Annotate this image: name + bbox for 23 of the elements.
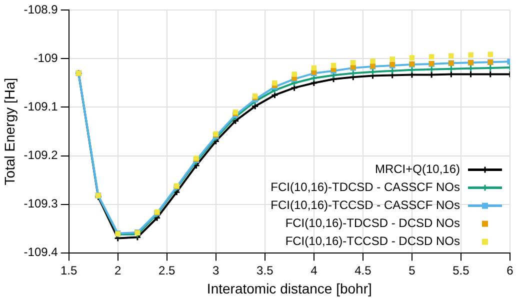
x-tick-label: 6 <box>506 263 514 278</box>
y-tick-label: -109.4 <box>24 245 58 260</box>
x-tick-label: 3 <box>212 263 220 278</box>
x-tick-label: 2 <box>114 263 122 278</box>
x-tick-label: 5 <box>408 263 416 278</box>
y-axis-title: Total Energy [Ha] <box>1 78 18 186</box>
legend-label: FCI(10,16)-TDCSD - DCSD NOs <box>285 216 460 230</box>
y-tick-label: -109.2 <box>24 148 58 162</box>
y-tick-label: -108.9 <box>24 2 58 17</box>
legend-label: MRCI+Q(10,16) <box>374 162 460 176</box>
x-tick-label: 5.5 <box>452 263 470 278</box>
legend-label: FCI(10,16)-TDCSD - CASSCF NOs <box>270 180 460 194</box>
legend-label: FCI(10,16)-TCCSD - CASSCF NOs <box>270 198 460 212</box>
y-tick-label: -109 <box>34 51 58 66</box>
x-tick-label: 1.5 <box>60 263 78 278</box>
y-tick-label: -109.1 <box>24 100 58 114</box>
legend-label: FCI(10,16)-TCCSD - DCSD NOs <box>285 234 460 248</box>
x-tick-label: 4 <box>310 263 318 278</box>
x-tick-label: 2.5 <box>158 263 176 278</box>
y-tick-label: -109.3 <box>24 196 58 211</box>
x-axis-title: Interatomic distance [bohr] <box>206 280 372 296</box>
x-tick-label: 4.5 <box>354 263 372 278</box>
x-tick-label: 3.5 <box>256 263 274 278</box>
